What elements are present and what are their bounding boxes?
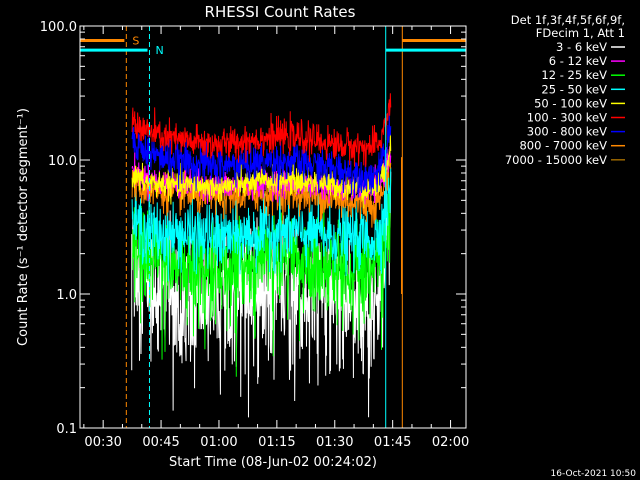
y-tick-label: 1.0 [56, 288, 77, 303]
legend-label: 25 - 50 keV [541, 82, 607, 96]
legend-label: 100 - 300 keV [527, 111, 607, 125]
series-line-300-800keV [131, 111, 392, 199]
x-tick-label: 00:30 [84, 435, 121, 450]
legend-label: 300 - 800 keV [527, 125, 607, 139]
legend-label: 7000 - 15000 keV [505, 153, 607, 167]
legend-header: Det 1f,3f,4f,5f,6f,9f, [511, 13, 625, 27]
legend-label: 800 - 7000 keV [519, 139, 607, 153]
legend-label: 50 - 100 keV [534, 96, 607, 110]
legend-label: 12 - 25 keV [541, 68, 607, 82]
series-line-25-50keV [131, 167, 392, 282]
y-tick-label: 10.0 [48, 154, 77, 169]
chart-title: RHESSI Count Rates [205, 3, 356, 21]
x-tick-label: 01:30 [316, 435, 353, 450]
x-axis-label: Start Time (08-Jun-02 00:24:02) [169, 455, 377, 470]
y-tick-label: 100.0 [40, 20, 77, 35]
x-tick-label: 01:45 [374, 435, 411, 450]
annotation-s: S [132, 34, 139, 47]
y-tick-label: 0.1 [56, 422, 77, 437]
x-tick-label: 01:00 [200, 435, 237, 450]
series-line-100-300keV [131, 93, 392, 168]
x-tick-label: 00:45 [142, 435, 179, 450]
y-axis-label: Count Rate (s⁻¹ detector segment⁻¹) [16, 108, 31, 346]
legend-label: 3 - 6 keV [556, 40, 607, 54]
timestamp: 16-Oct-2021 10:50 [551, 469, 637, 479]
annotation-n: N [155, 44, 163, 57]
legend-header: FDecim 1, Att 1 [536, 26, 625, 40]
x-tick-label: 01:15 [258, 435, 295, 450]
series-line-50-100keV [131, 133, 392, 209]
plot-frame [79, 25, 467, 429]
legend-label: 6 - 12 keV [549, 54, 607, 68]
x-tick-label: 02:00 [432, 435, 469, 450]
